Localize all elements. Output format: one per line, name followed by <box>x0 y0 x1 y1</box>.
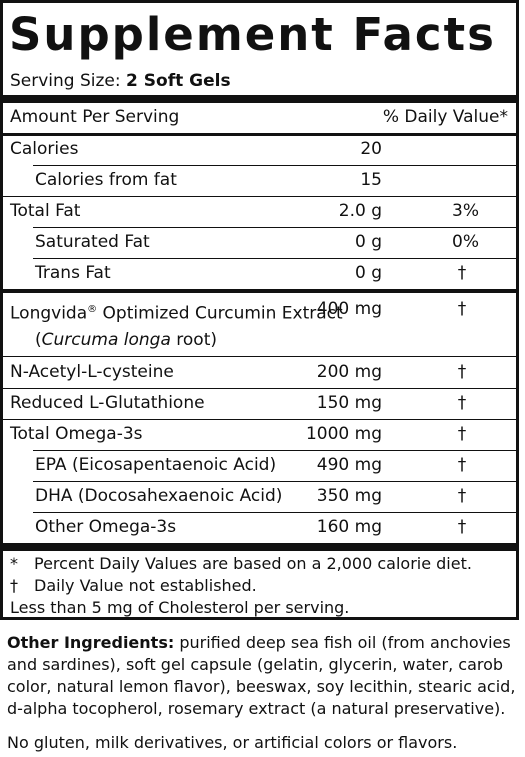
nutrient-label: Reduced L-Glutathione <box>10 393 205 413</box>
nutrient-dv: † <box>457 517 467 537</box>
nutrient-label: Calories from fat <box>35 170 177 190</box>
allergen-statement: No gluten, milk derivatives, or artifici… <box>7 733 458 752</box>
nutrient-label: Saturated Fat <box>35 232 150 252</box>
other-ingredients-label: Other Ingredients: <box>7 633 175 652</box>
nutrient-amount: 160 mg <box>316 517 382 537</box>
nutrient-label: EPA (Eicosapentaenoic Acid) <box>35 455 277 475</box>
row-divider <box>33 258 516 259</box>
nutrient-dv: † <box>457 299 467 319</box>
row-divider <box>3 388 516 389</box>
nutrient-row-epa: EPA (Eicosapentaenoic Acid) 490 mg † <box>3 450 516 481</box>
serving-size-label: Serving Size: <box>10 71 121 91</box>
row-divider <box>3 196 516 197</box>
nutrient-amount: 490 mg <box>316 455 382 475</box>
rule-under-header <box>3 133 516 136</box>
row-divider <box>3 356 516 357</box>
footnote-daily-values: * Percent Daily Values are based on a 2,0… <box>10 554 472 573</box>
thick-rule-bottom <box>3 543 516 551</box>
nutrient-row-curcumin-source: (Curcuma longa root) <box>3 325 516 356</box>
nutrient-dv: † <box>457 393 467 413</box>
nutrient-label: Longvida® Optimized Curcumin Extract <box>10 303 343 324</box>
header-row: Amount Per Serving % Daily Value* <box>3 102 516 133</box>
nutrient-row-dha: DHA (Docosahexaenoic Acid) 350 mg † <box>3 481 516 512</box>
nutrient-row-total-omega3: Total Omega-3s 1000 mg † <box>3 419 516 450</box>
thick-rule-top <box>3 95 516 103</box>
nutrient-row-curcumin: Longvida® Optimized Curcumin Extract 400… <box>3 294 516 325</box>
serving-size-value: 2 Soft Gels <box>126 71 231 91</box>
nutrient-amount: 20 <box>360 139 382 159</box>
row-divider <box>33 481 516 482</box>
nutrient-row-glutathione: Reduced L-Glutathione 150 mg † <box>3 388 516 419</box>
row-divider <box>33 450 516 451</box>
daily-value-heading: % Daily Value* <box>382 107 508 127</box>
nutrient-dv: 0% <box>452 232 479 252</box>
footnote-dv-not-established: † Daily Value not established. <box>10 576 257 595</box>
nutrient-amount: 200 mg <box>316 362 382 382</box>
thick-rule-mid <box>3 289 516 293</box>
nutrient-amount: 0 g <box>354 263 382 283</box>
row-divider <box>33 165 516 166</box>
serving-size: Serving Size: 2 Soft Gels <box>10 69 231 93</box>
nutrient-label: Other Omega-3s <box>35 517 177 537</box>
nutrient-dv: † <box>457 263 467 283</box>
nutrient-row-total-fat: Total Fat 2.0 g 3% <box>3 196 516 227</box>
nutrient-dv: † <box>457 424 467 444</box>
amount-per-serving-heading: Amount Per Serving <box>10 107 180 127</box>
nutrient-amount: 15 <box>360 170 382 190</box>
nutrient-label: Total Fat <box>10 201 81 221</box>
other-ingredients: Other Ingredients: purified deep sea fis… <box>7 632 519 720</box>
nutrient-row-saturated-fat: Saturated Fat 0 g 0% <box>3 227 516 258</box>
nutrient-amount: 0 g <box>354 232 382 252</box>
nutrient-label: N-Acetyl-L-cysteine <box>10 362 174 382</box>
nutrient-row-calories: Calories 20 <box>3 134 516 165</box>
nutrient-amount: 400 mg <box>316 299 382 319</box>
other-ingredients-text: purified deep sea fish oil (from anchovi… <box>7 633 516 718</box>
footnote-cholesterol: Less than 5 mg of Cholesterol per servin… <box>10 598 350 617</box>
nutrient-label: Calories <box>10 139 79 159</box>
nutrient-label: Total Omega-3s <box>10 424 143 444</box>
row-divider <box>33 227 516 228</box>
nutrient-amount: 150 mg <box>316 393 382 413</box>
nutrient-amount: 2.0 g <box>338 201 382 221</box>
nutrient-row-nac: N-Acetyl-L-cysteine 200 mg † <box>3 357 516 388</box>
row-divider <box>3 419 516 420</box>
nutrient-amount: 1000 mg <box>305 424 382 444</box>
nutrient-row-trans-fat: Trans Fat 0 g † <box>3 258 516 289</box>
nutrient-label: DHA (Docosahexaenoic Acid) <box>35 486 283 506</box>
nutrient-dv: † <box>457 486 467 506</box>
nutrient-dv: 3% <box>452 201 479 221</box>
nutrient-label: Trans Fat <box>35 263 111 283</box>
nutrient-dv: † <box>457 455 467 475</box>
nutrient-sublabel: (Curcuma longa root) <box>35 330 218 350</box>
panel-title: Supplement Facts <box>9 8 496 61</box>
supplement-facts-panel: Supplement Facts Serving Size: 2 Soft Ge… <box>0 0 519 620</box>
row-divider <box>33 512 516 513</box>
nutrient-row-other-omega3: Other Omega-3s 160 mg † <box>3 512 516 543</box>
nutrient-amount: 350 mg <box>316 486 382 506</box>
nutrient-row-calories-from-fat: Calories from fat 15 <box>3 165 516 196</box>
nutrient-dv: † <box>457 362 467 382</box>
